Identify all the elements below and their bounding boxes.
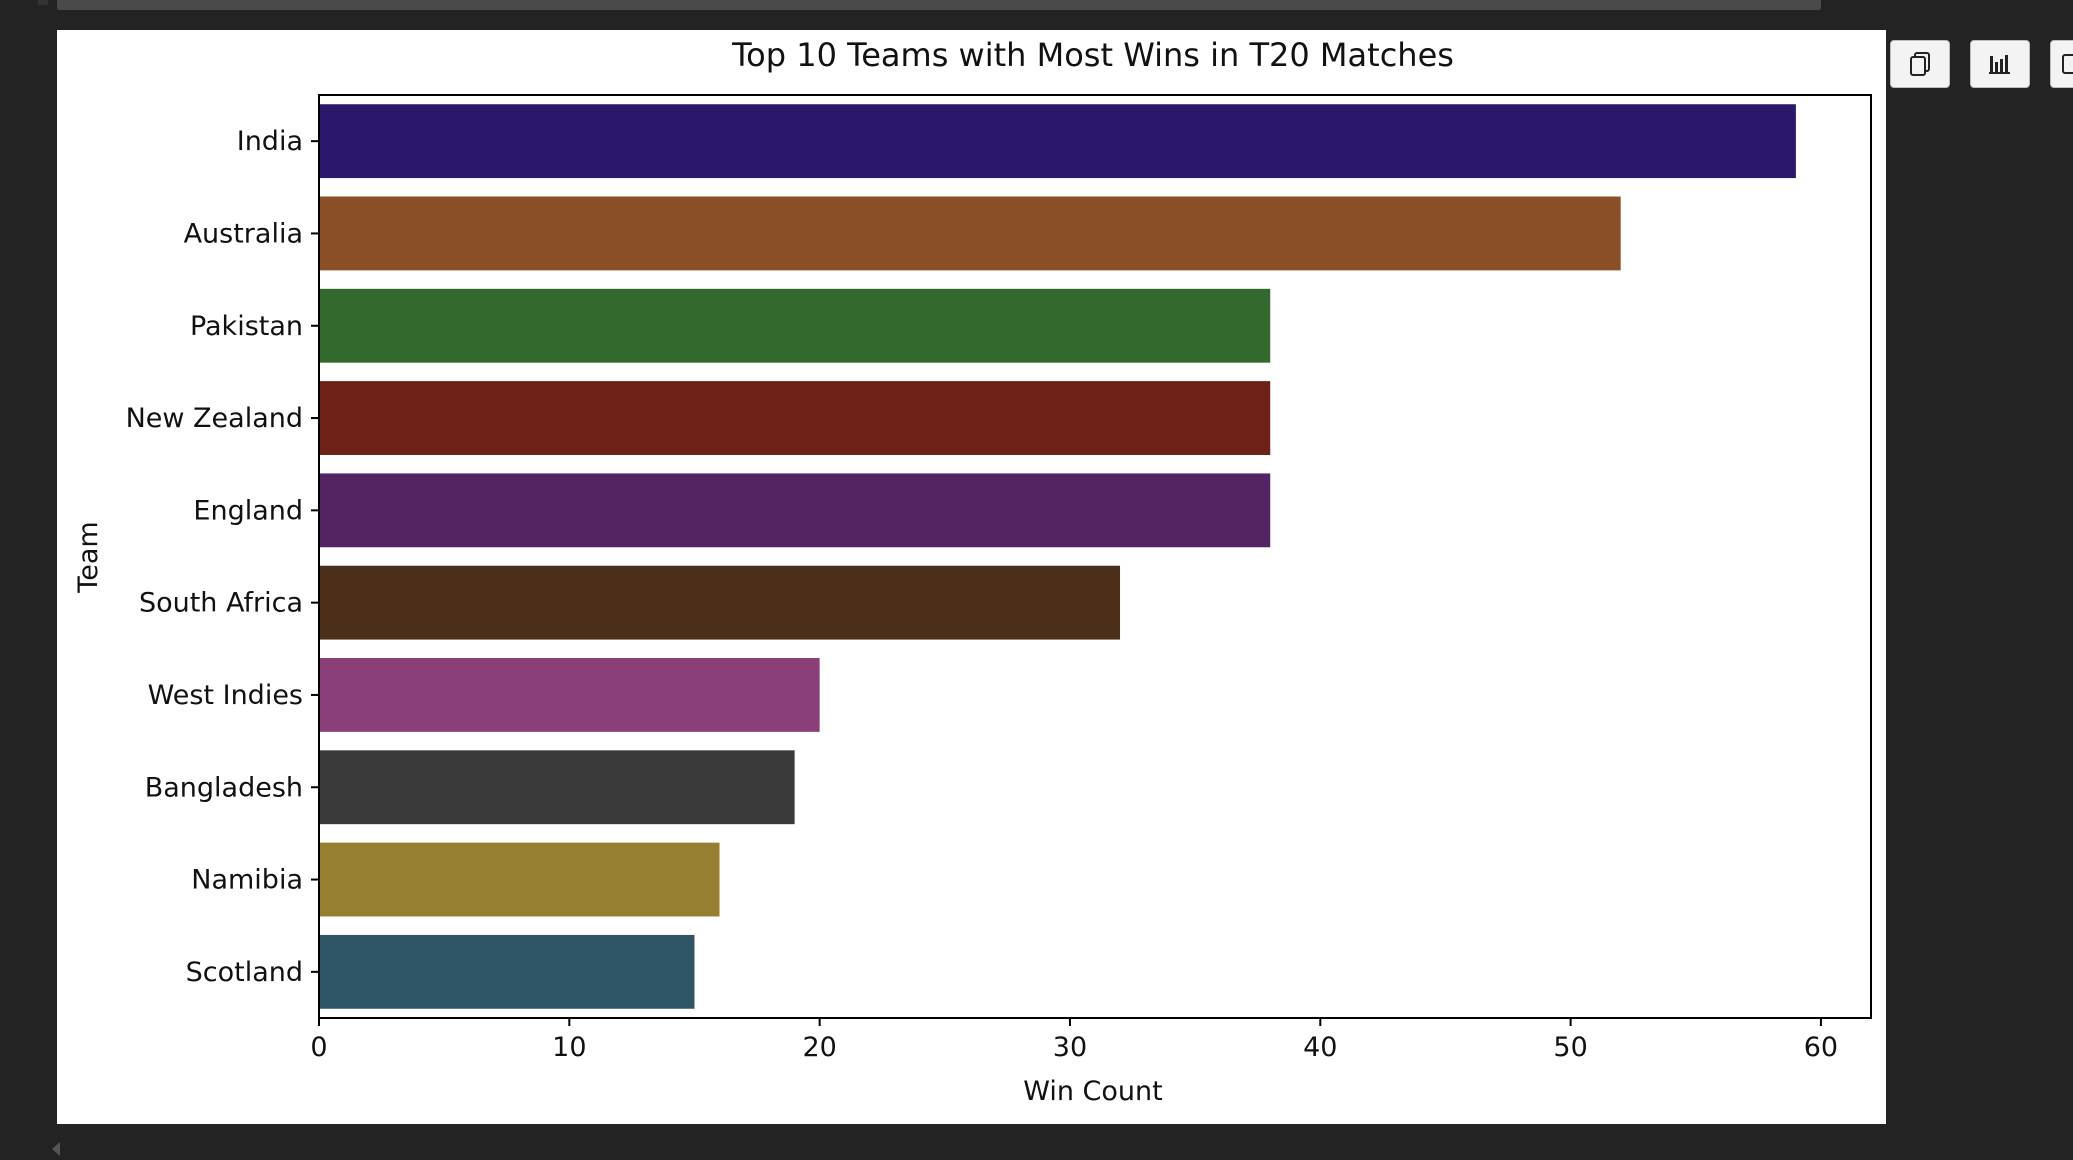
x-tick-label: 30 — [1053, 1032, 1087, 1063]
y-axis-label: Team — [73, 521, 104, 593]
bar-australia — [319, 196, 1621, 271]
y-tick-label: Pakistan — [190, 311, 303, 342]
bar-pakistan — [319, 288, 1271, 363]
x-tick-label: 20 — [802, 1032, 836, 1063]
y-tick-label: Namibia — [191, 865, 303, 896]
bar-india — [319, 104, 1796, 179]
bar-south-africa — [319, 565, 1121, 640]
y-tick-label: Australia — [184, 218, 303, 249]
bar-england — [319, 473, 1271, 548]
copy-button[interactable] — [1890, 40, 1950, 88]
y-tick-label: India — [237, 126, 303, 157]
x-tick-label: 0 — [310, 1032, 327, 1063]
y-axis: India Australia Pakistan New Zealand England… — [126, 126, 319, 988]
x-tick-label: 40 — [1303, 1032, 1337, 1063]
chart-title: Top 10 Teams with Most Wins in T20 Match… — [731, 36, 1454, 74]
bar-chart-icon — [1989, 55, 2010, 74]
y-tick-label: Scotland — [186, 957, 303, 988]
bar-namibia — [319, 842, 720, 917]
copy-icon — [1910, 52, 1930, 76]
y-tick-label: Bangladesh — [145, 772, 303, 803]
bar-chart: Top 10 Teams with Most Wins in T20 Match… — [73, 36, 1872, 1107]
y-tick-label: West Indies — [148, 680, 303, 711]
x-axis: 0 10 20 30 40 50 60 — [310, 1018, 1838, 1063]
horizontal-scrollbar[interactable] — [57, 0, 1821, 10]
scroll-marker — [38, 0, 48, 5]
bar-bangladesh — [319, 750, 795, 825]
y-tick-label: South Africa — [139, 588, 303, 619]
x-tick-label: 10 — [552, 1032, 586, 1063]
bar-scotland — [319, 934, 695, 1009]
x-tick-label: 50 — [1553, 1032, 1587, 1063]
x-axis-label: Win Count — [1023, 1076, 1162, 1107]
x-tick-label: 60 — [1804, 1032, 1838, 1063]
plot-frame — [318, 94, 1872, 1019]
output-panel: Top 10 Teams with Most Wins in T20 Match… — [57, 30, 1886, 1124]
more-button[interactable] — [2050, 40, 2073, 88]
bars-group — [319, 104, 1796, 1009]
y-tick-label: England — [193, 495, 303, 526]
bar-west-indies — [319, 658, 820, 732]
bar-new-zealand — [319, 381, 1271, 455]
y-tick-label: New Zealand — [126, 403, 303, 434]
square-icon — [2062, 54, 2073, 74]
scroll-left-arrow[interactable] — [52, 1142, 60, 1156]
chart-button[interactable] — [1970, 40, 2030, 88]
